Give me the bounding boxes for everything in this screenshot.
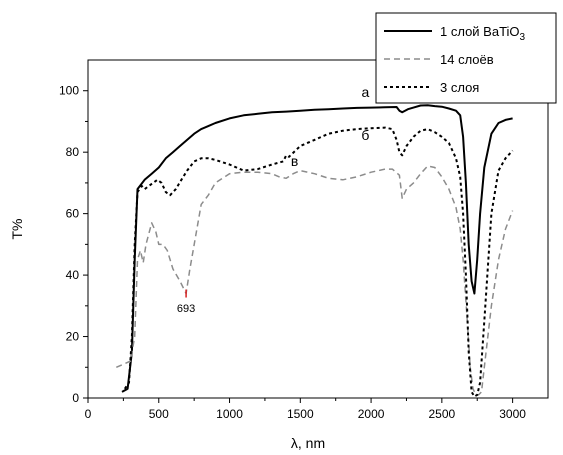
y-tick-label: 40 <box>66 268 80 282</box>
x-tick-label: 1000 <box>216 407 243 421</box>
series-line-1 <box>121 104 513 393</box>
annotation-label: 693 <box>177 303 195 315</box>
y-tick-label: 0 <box>72 391 79 405</box>
axes: 0 500 1000 1500 2000 2500 3000 0 20 40 60 80 100 λ, n… <box>9 59 549 451</box>
legend: 1 слой BaTiO3 14 слоёв 3 слоя <box>375 12 557 104</box>
x-tick-label: 2000 <box>358 407 385 421</box>
y-tick-label: 100 <box>59 84 79 98</box>
series-line-2 <box>115 165 514 396</box>
plot-frame <box>87 59 549 399</box>
annotation-label: б <box>361 127 369 143</box>
annotation-label: а <box>362 84 370 100</box>
legend-label-1: 1 слой BaTiO3 <box>440 24 526 43</box>
series-group <box>115 104 514 398</box>
annotations: а б в 693 <box>177 84 370 315</box>
x-tick-label: 3000 <box>499 407 526 421</box>
x-tick-label: 500 <box>149 407 169 421</box>
annotation-label: в <box>291 153 298 169</box>
y-axis-label: T% <box>9 219 25 240</box>
x-tick-label: 0 <box>85 407 92 421</box>
y-tick-label: 60 <box>66 207 80 221</box>
y-tick-label: 20 <box>66 330 80 344</box>
legend-label-3: 3 слоя <box>440 80 479 95</box>
legend-box <box>375 12 557 104</box>
x-tick-label: 2500 <box>428 407 455 421</box>
legend-label-2: 14 слоёв <box>440 52 494 67</box>
x-tick-label: 1500 <box>287 407 314 421</box>
x-axis-label: λ, nm <box>291 435 325 451</box>
y-tick-label: 80 <box>66 145 80 159</box>
series-line-3 <box>123 126 514 398</box>
